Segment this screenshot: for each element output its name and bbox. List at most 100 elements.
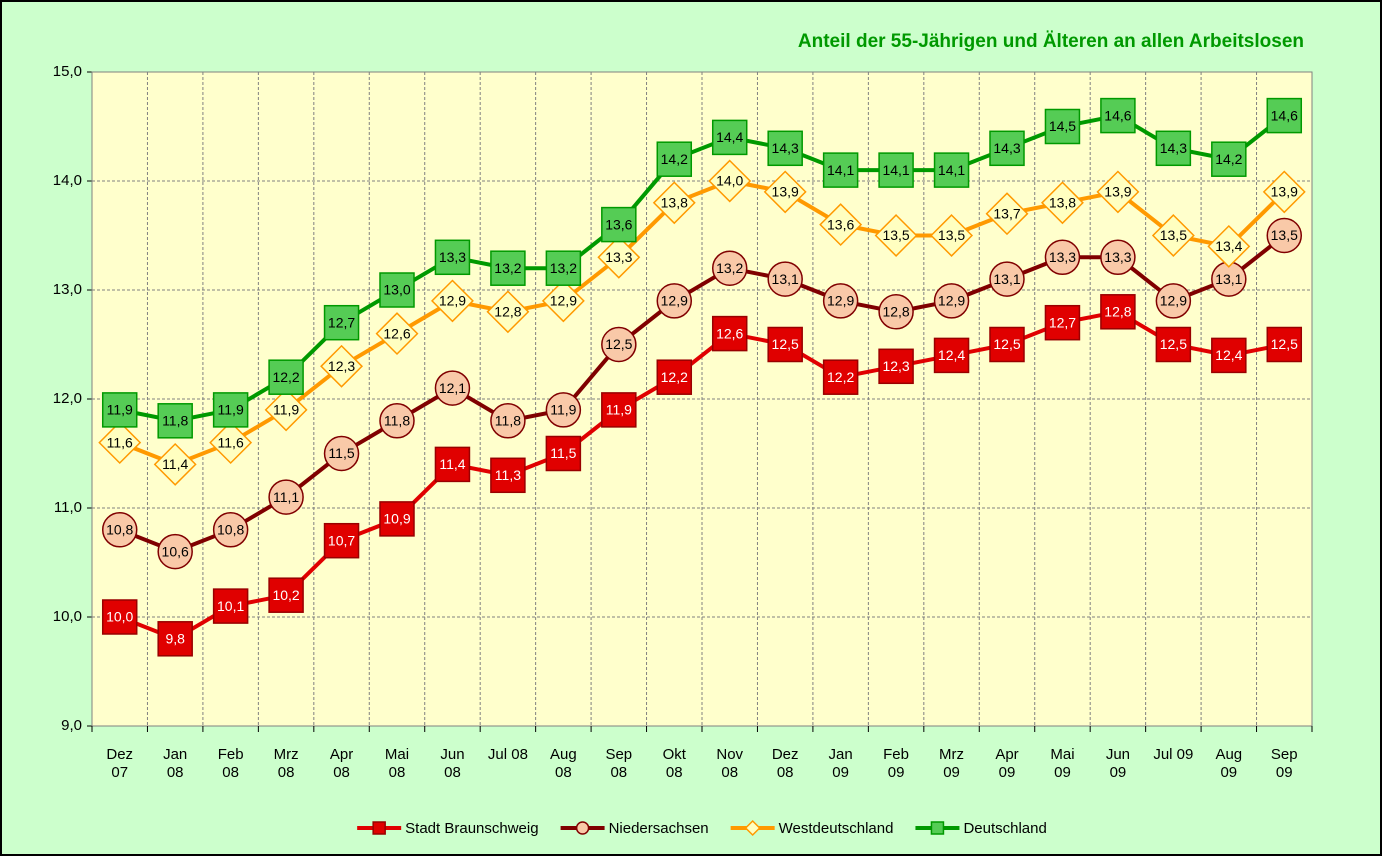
data-label: 14,3 (993, 140, 1020, 156)
data-label: 9,8 (165, 631, 185, 647)
marker (323, 435, 360, 472)
data-label: 13,9 (1271, 184, 1298, 200)
x-tick-label: Apr 09 (995, 746, 1019, 781)
data-label: 12,7 (1049, 314, 1076, 330)
marker (985, 192, 1029, 236)
marker (375, 312, 419, 356)
marker (379, 403, 415, 439)
marker (822, 283, 859, 319)
data-label: 13,8 (661, 195, 688, 211)
data-label: 12,2 (661, 369, 688, 385)
data-label: 13,7 (993, 205, 1020, 221)
data-label: 11,9 (107, 402, 133, 418)
data-label: 12,3 (882, 358, 909, 374)
marker (878, 348, 914, 385)
x-tick-label: Feb 08 (217, 746, 244, 781)
legend-label: Niedersachsen (609, 820, 709, 837)
data-label: 14,1 (882, 162, 909, 178)
marker (157, 621, 193, 657)
data-label: 12,9 (661, 293, 688, 309)
marker (434, 446, 471, 483)
marker (268, 479, 304, 515)
data-label: 10,1 (217, 598, 244, 614)
x-tick-label: Okt 08 (662, 746, 686, 781)
data-label: 14,6 (1104, 107, 1131, 123)
data-label: 12,5 (1160, 336, 1187, 352)
marker (656, 141, 693, 177)
y-tick-label: 10,0 (53, 608, 82, 625)
x-tick-label: Aug 09 (1215, 746, 1243, 781)
data-label: 13,0 (383, 282, 410, 298)
series-line (118, 178, 1286, 467)
marker (490, 403, 526, 439)
data-label: 12,7 (328, 314, 355, 330)
data-label: 11,9 (550, 402, 576, 418)
y-tick-label: 9,0 (61, 717, 82, 734)
data-label: 12,9 (550, 293, 577, 309)
data-label: 11,8 (495, 413, 521, 429)
marker (268, 359, 304, 395)
marker (1211, 141, 1247, 177)
data-label: 13,9 (772, 184, 799, 200)
marker (989, 130, 1025, 167)
marker (1155, 283, 1192, 319)
marker (1155, 130, 1192, 167)
marker (652, 181, 696, 225)
data-label: 12,1 (439, 380, 466, 396)
data-label: 13,5 (882, 227, 909, 243)
data-label: 11,3 (495, 467, 521, 483)
marker (933, 337, 970, 374)
data-label: 14,5 (1049, 118, 1076, 134)
marker (763, 170, 807, 214)
marker (320, 344, 364, 388)
x-tick-label: Dez 07 (106, 746, 134, 781)
marker (1151, 214, 1195, 257)
data-label: 11,4 (162, 456, 188, 472)
x-tick-label: Mai 08 (384, 746, 410, 781)
y-tick-label: 14,0 (53, 172, 82, 189)
x-tick-label: Mrz 08 (273, 746, 299, 781)
chart-title: Anteil der 55-Jährigen und Älteren an al… (798, 31, 1304, 52)
marker (989, 261, 1025, 297)
data-label: 13,2 (716, 260, 743, 276)
marker (434, 239, 471, 276)
marker (153, 442, 197, 486)
series-line (118, 233, 1286, 554)
data-label: 11,8 (162, 413, 188, 429)
data-label: 14,2 (661, 151, 688, 167)
x-tick-label: Feb 09 (883, 746, 909, 781)
data-label: 10,8 (217, 522, 244, 538)
data-label: 13,9 (1104, 184, 1131, 200)
marker (430, 279, 474, 323)
marker (157, 533, 193, 570)
data-label: 12,2 (827, 369, 854, 385)
data-label: 13,6 (605, 216, 632, 232)
marker (101, 599, 138, 635)
data-label: 10,6 (162, 543, 189, 559)
marker (490, 457, 526, 494)
data-label: 11,9 (606, 402, 632, 418)
x-tick-label: Jan 09 (828, 746, 853, 781)
y-tick-label: 11,0 (54, 499, 82, 516)
marker (597, 235, 641, 279)
marker (323, 304, 360, 341)
legend-marker (930, 821, 945, 835)
marker (930, 214, 974, 257)
marker (767, 326, 803, 363)
data-label: 11,9 (273, 402, 299, 418)
marker (767, 261, 803, 297)
data-label: 10,7 (328, 532, 355, 548)
data-label: 13,3 (1104, 249, 1131, 265)
data-label: 12,6 (716, 325, 743, 341)
data-label: 12,4 (1215, 347, 1242, 363)
data-label: 12,9 (938, 293, 965, 309)
data-label: 13,2 (494, 260, 521, 276)
data-label: 13,5 (938, 227, 965, 243)
marker (1207, 224, 1251, 268)
marker (1040, 181, 1084, 225)
marker (157, 403, 193, 439)
data-label: 12,5 (605, 336, 632, 352)
marker (101, 512, 138, 548)
